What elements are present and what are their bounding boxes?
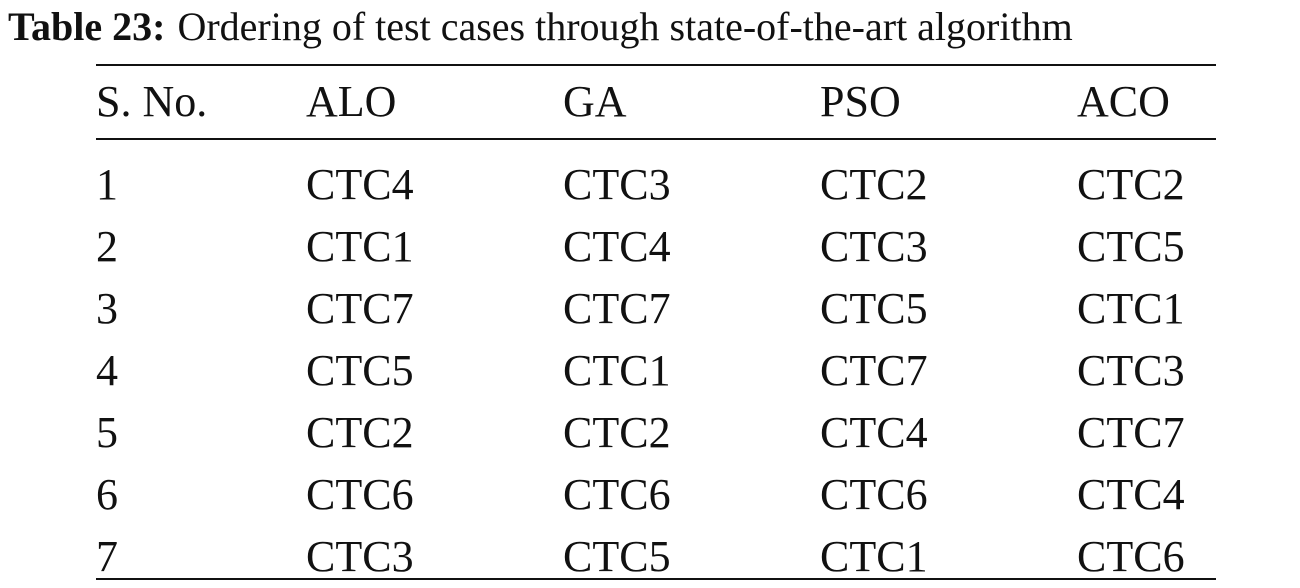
cell-alo: CTC6 bbox=[306, 470, 414, 519]
cell-aco: CTC5 bbox=[1077, 222, 1185, 271]
table-caption: Table 23: Ordering of test cases through … bbox=[8, 2, 1073, 52]
cell-sno: 5 bbox=[96, 408, 118, 457]
cell-aco: CTC2 bbox=[1077, 160, 1185, 209]
caption-label: Table 23: bbox=[8, 4, 166, 49]
cell-ga: CTC6 bbox=[563, 470, 671, 519]
cell-pso: CTC5 bbox=[820, 284, 928, 333]
header-row: S. No. ALO GA PSO ACO bbox=[96, 64, 1216, 140]
cell-sno: 4 bbox=[96, 346, 118, 395]
header-alo: ALO bbox=[306, 77, 397, 126]
cell-sno: 7 bbox=[96, 532, 118, 581]
table-header-rule bbox=[96, 138, 1216, 140]
cell-aco: CTC3 bbox=[1077, 346, 1185, 395]
table-row: 1 CTC4 CTC3 CTC2 CTC2 bbox=[96, 140, 1216, 216]
cell-ga: CTC3 bbox=[563, 160, 671, 209]
cell-sno: 1 bbox=[96, 160, 118, 209]
cell-aco: CTC6 bbox=[1077, 532, 1185, 581]
cell-alo: CTC5 bbox=[306, 346, 414, 395]
header-ga: GA bbox=[563, 77, 627, 126]
cell-ga: CTC1 bbox=[563, 346, 671, 395]
cell-sno: 6 bbox=[96, 470, 118, 519]
cell-pso: CTC6 bbox=[820, 470, 928, 519]
table-row: 6 CTC6 CTC6 CTC6 CTC4 bbox=[96, 464, 1216, 526]
table-top-rule bbox=[96, 64, 1216, 66]
header-pso: PSO bbox=[820, 77, 901, 126]
table-row: 5 CTC2 CTC2 CTC4 CTC7 bbox=[96, 402, 1216, 464]
cell-pso: CTC7 bbox=[820, 346, 928, 395]
table-row: 7 CTC3 CTC5 CTC1 CTC6 bbox=[96, 526, 1216, 588]
cell-ga: CTC5 bbox=[563, 532, 671, 581]
cell-sno: 2 bbox=[96, 222, 118, 271]
cell-ga: CTC7 bbox=[563, 284, 671, 333]
cell-aco: CTC7 bbox=[1077, 408, 1185, 457]
cell-pso: CTC2 bbox=[820, 160, 928, 209]
cell-aco: CTC1 bbox=[1077, 284, 1185, 333]
cell-alo: CTC7 bbox=[306, 284, 414, 333]
table-row: 2 CTC1 CTC4 CTC3 CTC5 bbox=[96, 216, 1216, 278]
cell-alo: CTC3 bbox=[306, 532, 414, 581]
table-row: 4 CTC5 CTC1 CTC7 CTC3 bbox=[96, 340, 1216, 402]
caption-text: Ordering of test cases through state-of-… bbox=[177, 4, 1073, 49]
cell-alo: CTC4 bbox=[306, 160, 414, 209]
cell-ga: CTC2 bbox=[563, 408, 671, 457]
cell-alo: CTC2 bbox=[306, 408, 414, 457]
cell-pso: CTC1 bbox=[820, 532, 928, 581]
cell-alo: CTC1 bbox=[306, 222, 414, 271]
cell-sno: 3 bbox=[96, 284, 118, 333]
header-sno: S. No. bbox=[96, 77, 208, 126]
cell-ga: CTC4 bbox=[563, 222, 671, 271]
cell-pso: CTC4 bbox=[820, 408, 928, 457]
header-aco: ACO bbox=[1077, 77, 1170, 126]
table-row: 3 CTC7 CTC7 CTC5 CTC1 bbox=[96, 278, 1216, 340]
cell-pso: CTC3 bbox=[820, 222, 928, 271]
table-bottom-rule bbox=[96, 578, 1216, 580]
ordering-table: S. No. ALO GA PSO ACO 1 CTC4 CTC3 CTC2 C… bbox=[96, 64, 1216, 588]
cell-aco: CTC4 bbox=[1077, 470, 1185, 519]
